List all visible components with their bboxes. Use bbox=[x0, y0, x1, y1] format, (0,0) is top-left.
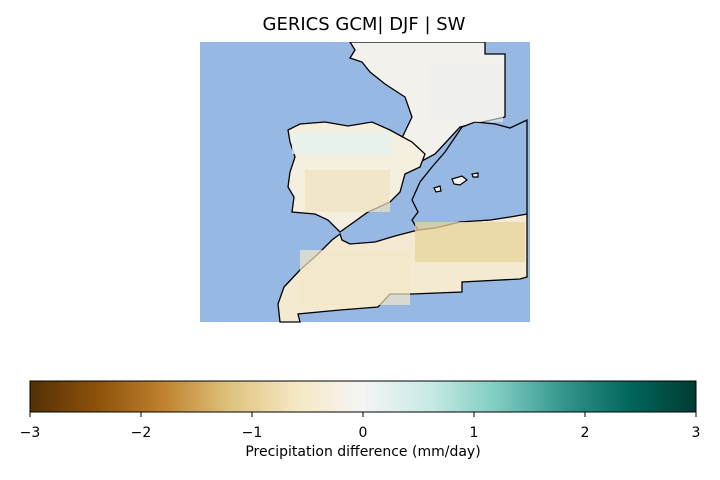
island-mallorca bbox=[451, 175, 468, 186]
shade-iberia-south bbox=[305, 170, 390, 212]
island-menorca bbox=[471, 172, 479, 178]
colorbar-tick-label: 1 bbox=[470, 425, 479, 441]
colorbar-gradient bbox=[29, 380, 697, 413]
colorbar-tick-label: 0 bbox=[359, 425, 368, 441]
map-panel bbox=[200, 42, 530, 323]
shade-africa-east bbox=[415, 222, 525, 262]
colorbar-tick-label: −1 bbox=[242, 425, 263, 441]
shade-france-east bbox=[428, 62, 503, 122]
shade-iberia-north bbox=[292, 132, 392, 154]
shade-africa-mid bbox=[300, 250, 410, 305]
colorbar-ticks: −3 −2 −1 0 1 2 3 bbox=[20, 412, 701, 441]
island-ibiza bbox=[433, 185, 442, 193]
colorbar-tick-label: −3 bbox=[20, 425, 41, 441]
colorbar-tick-label: 2 bbox=[581, 425, 590, 441]
map-title: GERICS GCM| DJF | SW bbox=[262, 14, 466, 35]
colorbar-label: Precipitation difference (mm/day) bbox=[245, 444, 481, 460]
colorbar-tick-label: 3 bbox=[692, 425, 701, 441]
colorbar-tick-label: −2 bbox=[131, 425, 152, 441]
